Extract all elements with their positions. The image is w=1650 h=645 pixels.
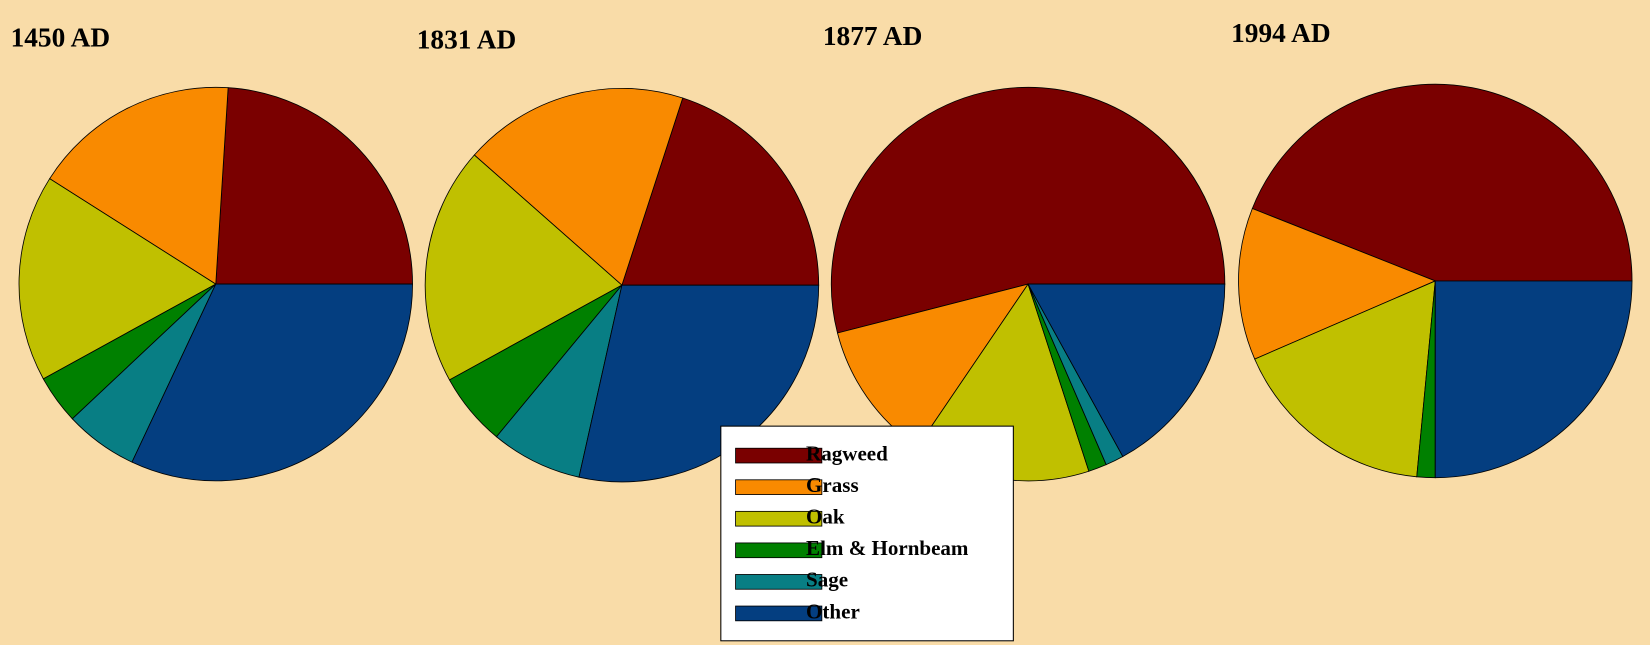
pie-slice <box>131 283 413 482</box>
legend-swatch <box>735 574 823 590</box>
legend-swatch <box>735 479 823 495</box>
pie-slice <box>18 178 217 380</box>
chart-title: 1994 AD <box>1231 18 1331 48</box>
chart-title: 1877 AD <box>823 21 923 51</box>
pie-slice <box>424 154 623 381</box>
pie-slice <box>1251 83 1633 282</box>
legend-label: Ragweed <box>806 441 888 465</box>
pie-slice <box>1434 280 1633 479</box>
pie-slice <box>621 97 820 286</box>
legend-label: Elm & Hornbeam <box>806 536 969 560</box>
pie-slice <box>215 87 413 285</box>
pie-slice <box>830 86 1226 334</box>
pie-slice <box>1254 280 1436 478</box>
legend-swatch <box>735 510 823 527</box>
chart-title: 1831 AD <box>417 24 517 54</box>
legend-swatch <box>735 605 823 622</box>
pie-slice <box>1027 283 1226 458</box>
chart-title: 1450 AD <box>11 22 111 52</box>
legend-label: Sage <box>806 568 848 592</box>
pie-slice <box>1238 207 1437 360</box>
legend-label: Grass <box>806 473 859 497</box>
legend: Ragweed Grass Oak Elm & Hornbeam Sage Other <box>720 425 1014 642</box>
pie-slice <box>49 86 229 285</box>
pie-slice <box>473 88 684 286</box>
legend-label: Other <box>806 599 860 623</box>
legend-swatch <box>735 542 823 559</box>
legend-label: Oak <box>806 505 845 529</box>
legend-swatch <box>735 447 823 464</box>
